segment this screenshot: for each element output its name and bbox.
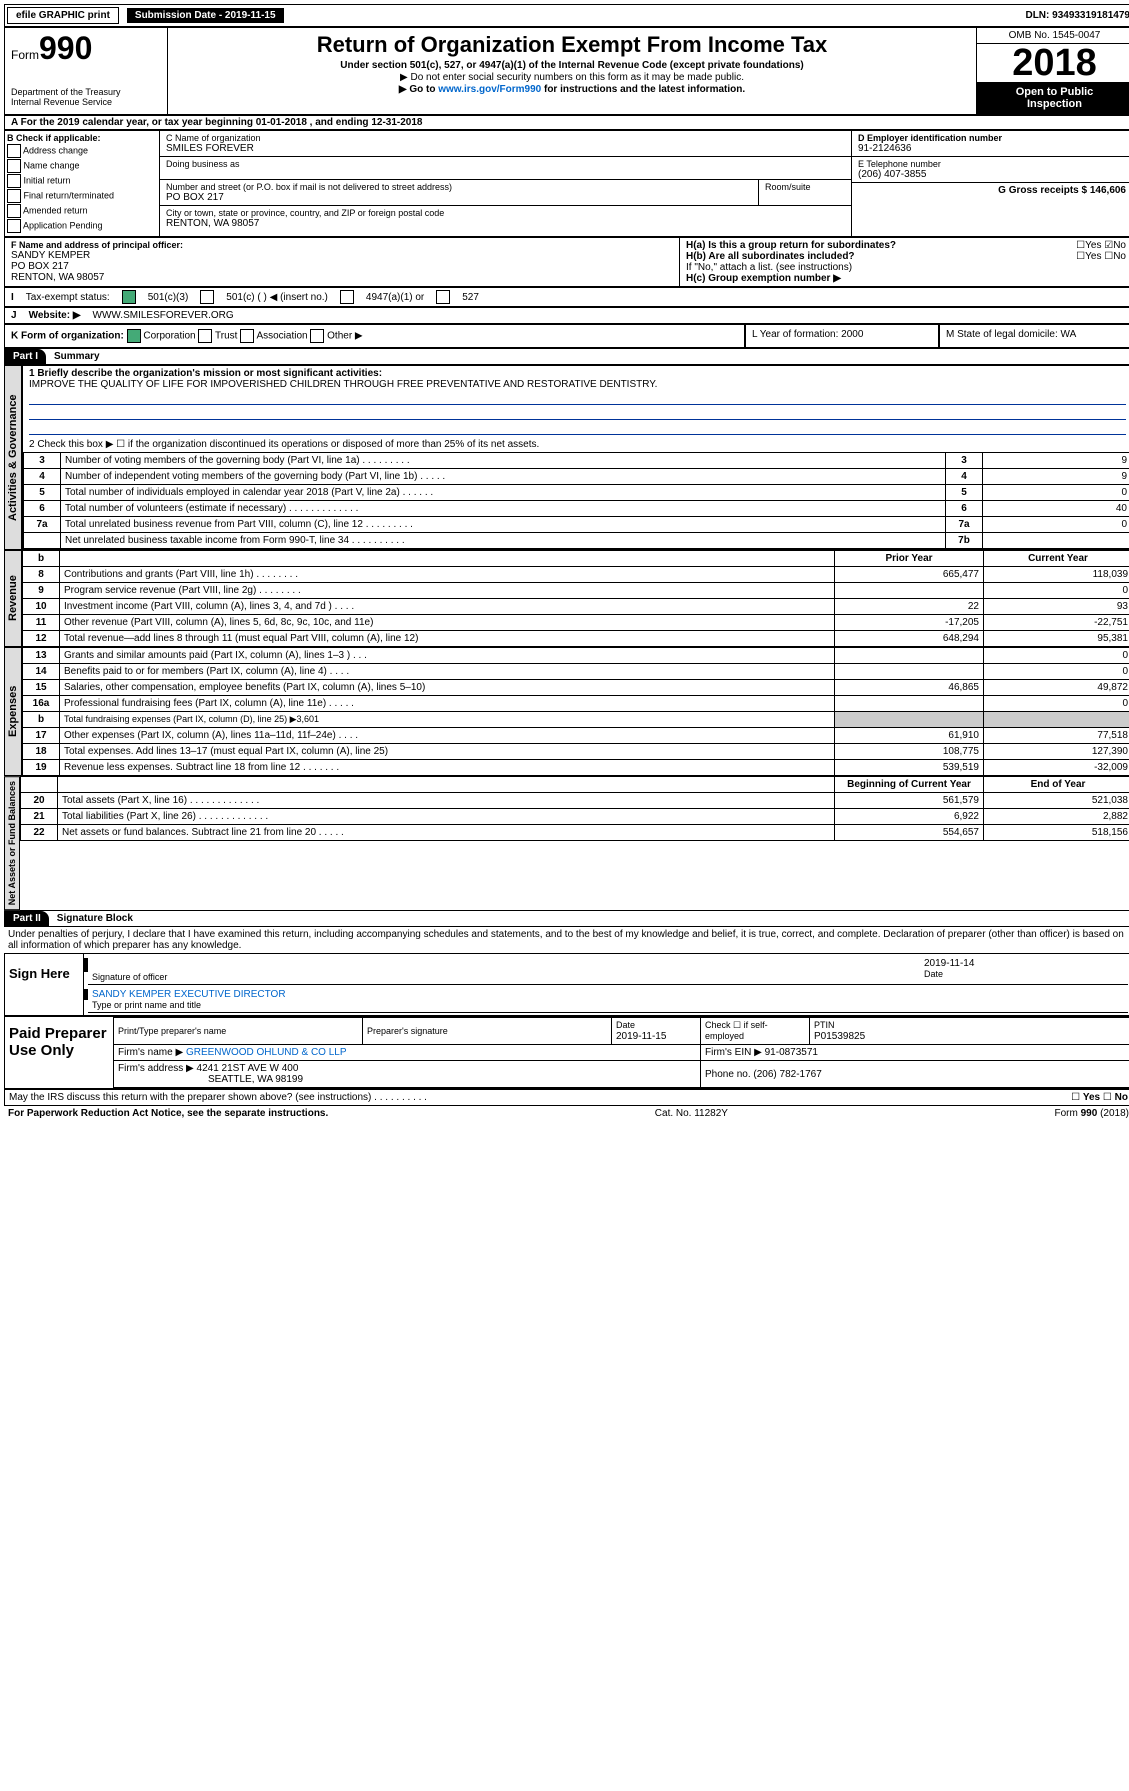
row-j: J Website: ▶ WWW.SMILESFOREVER.ORG — [4, 307, 1129, 324]
form-990-label: Form990 — [11, 30, 161, 67]
org-address: PO BOX 217 — [166, 192, 752, 203]
ein-value: 91-2124636 — [858, 143, 1126, 154]
sig-officer-label: Signature of officer — [92, 972, 924, 982]
room-suite-label: Room/suite — [759, 180, 851, 205]
name-label: C Name of organization — [166, 133, 845, 143]
part1-header: Part I — [5, 349, 46, 364]
addr-label: Number and street (or P.O. box if mail i… — [166, 182, 752, 192]
perjury-text: Under penalties of perjury, I declare th… — [4, 927, 1129, 953]
main-info-block: B Check if applicable: Address change Na… — [4, 130, 1129, 237]
501c-checkbox[interactable] — [200, 290, 214, 304]
form-header: Form990 Department of the Treasury Inter… — [4, 27, 1129, 115]
irs-link[interactable]: www.irs.gov/Form990 — [438, 84, 541, 95]
part2-header: Part II — [5, 911, 49, 926]
open-public-badge: Open to PublicInspection — [977, 82, 1129, 114]
top-bar: efile GRAPHIC print Submission Date - 20… — [4, 4, 1129, 27]
cat-no: Cat. No. 11282Y — [655, 1108, 728, 1119]
sig-date: 2019-11-14 — [924, 958, 1124, 969]
h-b: H(b) Are all subordinates included? ☐Yes… — [686, 251, 1126, 262]
org-city: RENTON, WA 98057 — [166, 218, 845, 229]
h-a: H(a) Is this a group return for subordin… — [686, 240, 1126, 251]
sign-here-label: Sign Here — [5, 954, 84, 1015]
officer-addr2: RENTON, WA 98057 — [11, 272, 673, 283]
4947-checkbox[interactable] — [340, 290, 354, 304]
org-name: SMILES FOREVER — [166, 143, 845, 154]
officer-name: SANDY KEMPER — [11, 250, 673, 261]
firm-name-link[interactable]: GREENWOOD OHLUND & CO LLP — [186, 1047, 347, 1058]
h-c: H(c) Group exemption number ▶ — [686, 273, 1126, 284]
year-formation: L Year of formation: 2000 — [745, 324, 939, 348]
pra-notice: For Paperwork Reduction Act Notice, see … — [8, 1108, 328, 1119]
officer-label: F Name and address of principal officer: — [11, 240, 673, 250]
vtab-governance: Activities & Governance — [4, 365, 22, 550]
officer-addr1: PO BOX 217 — [11, 261, 673, 272]
trust-checkbox[interactable] — [198, 329, 212, 343]
checkbox-option[interactable]: Address change — [7, 144, 157, 158]
gross-receipts: G Gross receipts $ 146,606 — [998, 185, 1126, 196]
q2-text: 2 Check this box ▶ ☐ if the organization… — [23, 437, 1129, 452]
website: WWW.SMILESFOREVER.ORG — [93, 310, 234, 321]
assoc-checkbox[interactable] — [240, 329, 254, 343]
dept-label: Department of the Treasury Internal Reve… — [11, 87, 161, 107]
501c3-checkbox[interactable] — [122, 290, 136, 304]
mission-text: IMPROVE THE QUALITY OF LIFE FOR IMPOVERI… — [29, 379, 1126, 390]
dba-label: Doing business as — [166, 159, 845, 169]
checkbox-option[interactable]: Final return/terminated — [7, 189, 157, 203]
other-checkbox[interactable] — [310, 329, 324, 343]
discuss-row: May the IRS discuss this return with the… — [4, 1089, 1129, 1106]
phone-label: E Telephone number — [858, 159, 1126, 169]
date-label: Date — [924, 969, 1124, 979]
note-goto: ▶ Go to www.irs.gov/Form990 for instruct… — [176, 84, 968, 95]
527-checkbox[interactable] — [436, 290, 450, 304]
checkbox-option[interactable]: Initial return — [7, 174, 157, 188]
vtab-net-assets: Net Assets or Fund Balances — [4, 776, 20, 910]
phone-value: (206) 407-3855 — [858, 169, 1126, 180]
dln: DLN: 93493319181479 — [1025, 10, 1129, 21]
row-fh: F Name and address of principal officer:… — [4, 237, 1129, 287]
row-a-tax-year: A For the 2019 calendar year, or tax yea… — [4, 115, 1129, 130]
checkbox-option[interactable]: Amended return — [7, 204, 157, 218]
footer: For Paperwork Reduction Act Notice, see … — [4, 1106, 1129, 1121]
part2-title: Signature Block — [49, 911, 141, 926]
officer-name-link[interactable]: SANDY KEMPER EXECUTIVE DIRECTOR — [92, 989, 286, 1000]
ein-label: D Employer identification number — [858, 133, 1126, 143]
paid-label: Paid Preparer Use Only — [5, 1017, 113, 1088]
sign-block: Sign Here Signature of officer 2019-11-1… — [4, 953, 1129, 1016]
row-klm: K Form of organization: Corporation Trus… — [4, 324, 1129, 348]
h-note: If "No," attach a list. (see instruction… — [686, 262, 1126, 273]
state-domicile: M State of legal domicile: WA — [939, 324, 1129, 348]
note-ssn: ▶ Do not enter social security numbers o… — [176, 72, 968, 83]
q1-label: 1 Briefly describe the organization's mi… — [29, 368, 1126, 379]
type-name-label: Type or print name and title — [92, 1000, 1124, 1010]
form-subtitle: Under section 501(c), 527, or 4947(a)(1)… — [176, 60, 968, 71]
form-ref: Form 990 (2018) — [1055, 1108, 1129, 1119]
checkbox-option[interactable]: Application Pending — [7, 219, 157, 233]
tax-year: 2018 — [977, 44, 1129, 82]
city-label: City or town, state or province, country… — [166, 208, 845, 218]
checkbox-option[interactable]: Name change — [7, 159, 157, 173]
box-b-label: B Check if applicable: — [7, 133, 157, 143]
paid-preparer-block: Paid Preparer Use Only Print/Type prepar… — [4, 1016, 1129, 1089]
vtab-revenue: Revenue — [4, 550, 22, 647]
corp-checkbox[interactable] — [127, 329, 141, 343]
form-title: Return of Organization Exempt From Incom… — [176, 32, 968, 58]
vtab-expenses: Expenses — [4, 647, 22, 776]
part1-title: Summary — [46, 349, 108, 364]
submission-btn[interactable]: Submission Date - 2019-11-15 — [127, 8, 284, 23]
efile-btn[interactable]: efile GRAPHIC print — [7, 7, 119, 24]
row-i: I Tax-exempt status: 501(c)(3) 501(c) ( … — [4, 287, 1129, 307]
